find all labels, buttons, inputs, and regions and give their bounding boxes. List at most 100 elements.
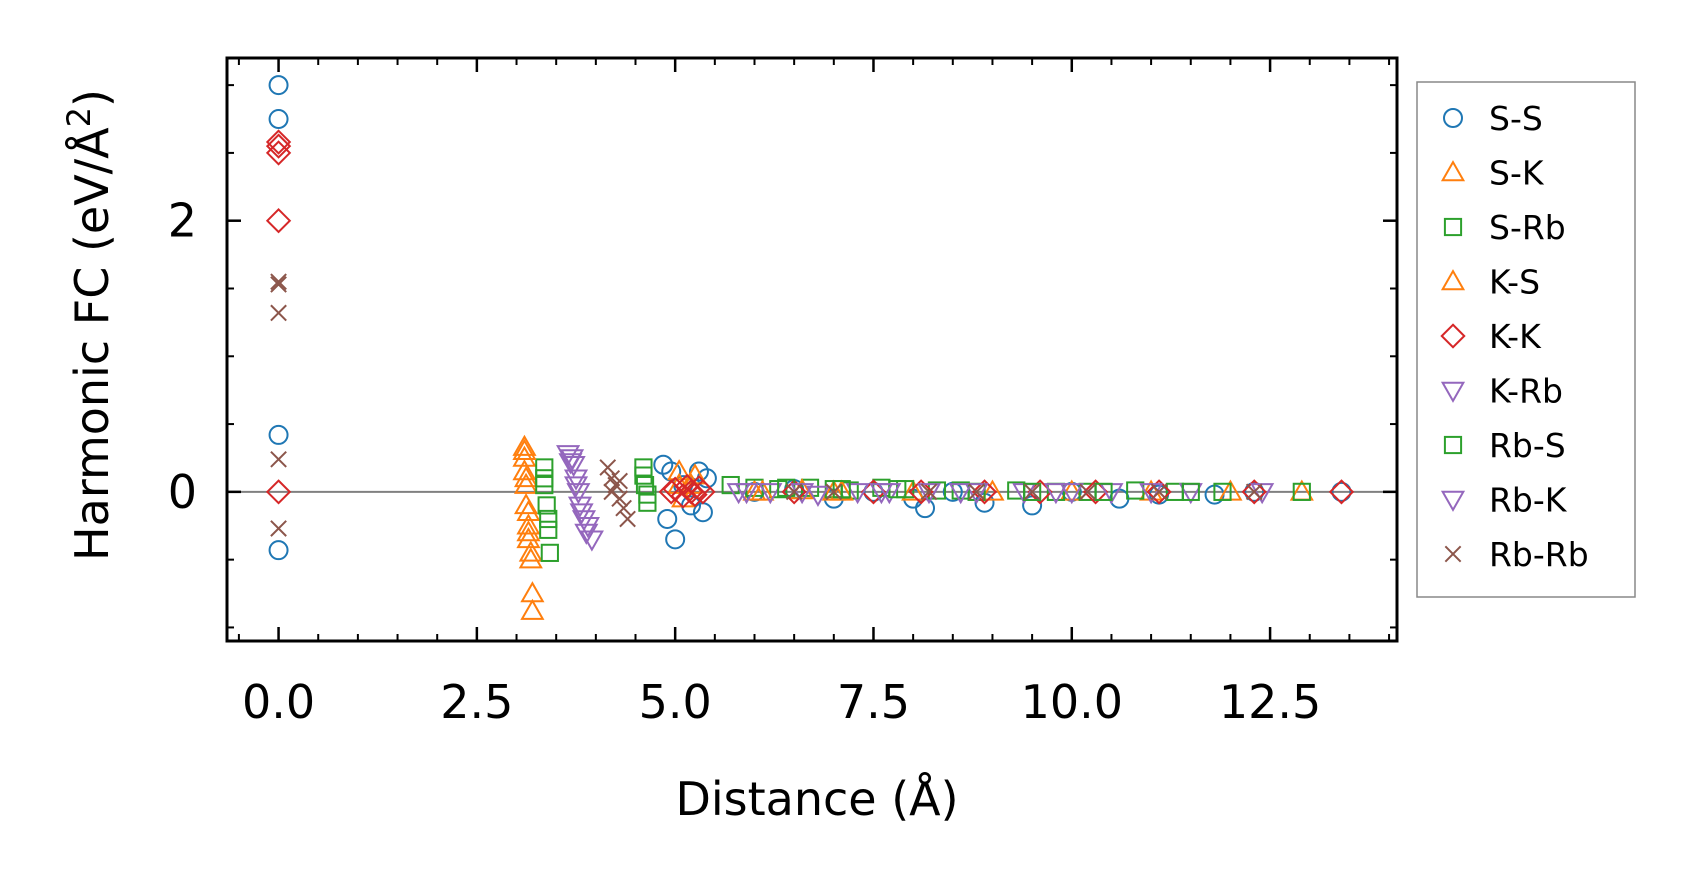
data-point <box>516 520 541 542</box>
data-point <box>829 479 854 501</box>
data-point <box>270 276 287 293</box>
data-point <box>270 304 287 322</box>
legend-label: Rb-Rb <box>1489 535 1589 574</box>
data-point <box>948 483 973 505</box>
data-point <box>512 434 537 456</box>
legend-marker <box>1440 160 1466 182</box>
data-point <box>1139 483 1164 505</box>
data-point <box>1146 479 1172 505</box>
data-point <box>845 483 870 505</box>
data-point <box>539 520 558 539</box>
data-point <box>599 459 617 476</box>
y-axis-label-main: Harmonic FC (eV/Å <box>65 127 119 561</box>
legend-items: S-S S-K S-Rb K-S K-K K-Rb Rb-S Rb-K Rb-Rb <box>1440 99 1589 574</box>
data-point <box>558 453 583 475</box>
data-point <box>1139 479 1164 501</box>
data-point <box>265 140 292 166</box>
x-tick-label: 2.5 <box>440 675 513 729</box>
data-point <box>908 479 934 505</box>
data-point <box>968 483 985 501</box>
data-point <box>665 529 686 550</box>
data-point <box>566 483 591 505</box>
data-point <box>1023 483 1041 501</box>
legend-entry: S-K <box>1440 154 1545 193</box>
tick-labels: 0.0 2.5 5.0 7.5 10.0 12.5 0 2 <box>168 194 1322 729</box>
data-point <box>268 109 289 130</box>
data-point <box>980 479 1005 501</box>
legend-entry: K-S <box>1440 263 1540 302</box>
legend-marker <box>1440 323 1466 349</box>
data-point <box>1023 482 1042 501</box>
y-axis-label-superscript: 2 <box>60 107 98 127</box>
data-points <box>265 75 1355 620</box>
data-point <box>1059 479 1084 501</box>
data-point <box>615 499 632 517</box>
data-point <box>901 479 926 501</box>
x-tick-label: 10.0 <box>1021 675 1123 729</box>
data-point <box>1181 482 1200 501</box>
data-point <box>516 499 541 521</box>
data-point <box>512 445 537 467</box>
legend-label: K-K <box>1489 317 1542 356</box>
legend-entry: Rb-S <box>1443 426 1566 465</box>
legend-marker <box>1444 545 1462 563</box>
y-tick-label: 2 <box>168 194 197 248</box>
data-point <box>1241 479 1267 505</box>
data-point <box>1328 479 1355 505</box>
legend-marker <box>1443 108 1463 128</box>
legend-label: Rb-K <box>1489 481 1568 520</box>
data-point <box>561 455 586 478</box>
y-tick-label: 0 <box>168 465 197 519</box>
data-point <box>575 516 600 539</box>
data-point <box>265 208 292 234</box>
data-point <box>518 540 543 562</box>
series-K-Rb <box>556 445 1275 552</box>
legend-label: S-K <box>1489 154 1545 193</box>
legend-entry: K-K <box>1440 317 1542 356</box>
data-point <box>657 508 678 529</box>
data-point <box>513 472 539 494</box>
plot-frame <box>225 56 1399 643</box>
legend-marker <box>1440 490 1466 512</box>
data-point <box>690 479 716 505</box>
data-point <box>750 479 775 501</box>
legend-label: K-S <box>1489 263 1540 302</box>
data-point <box>1250 483 1275 505</box>
data-point <box>268 424 289 445</box>
x-tick-label: 7.5 <box>837 675 910 729</box>
legend-label: Rb-S <box>1489 426 1566 465</box>
data-point <box>567 496 593 518</box>
data-point <box>1059 483 1084 505</box>
data-point <box>270 450 287 468</box>
data-point <box>638 485 657 504</box>
data-point <box>537 496 556 515</box>
legend-label: S-Rb <box>1489 208 1566 247</box>
legend-label: K-Rb <box>1489 372 1563 411</box>
data-point <box>574 523 599 545</box>
x-axis-label: Distance (Å) <box>675 772 958 826</box>
data-point <box>270 273 287 291</box>
legend-entry: S-S <box>1443 99 1543 138</box>
data-point <box>1331 481 1352 502</box>
data-point <box>268 540 289 561</box>
data-point <box>520 598 545 620</box>
data-point <box>832 480 851 499</box>
data-point <box>603 483 621 501</box>
data-point <box>667 459 692 481</box>
legend-marker <box>1443 217 1463 237</box>
series-Rb-Rb <box>270 273 1263 537</box>
data-point <box>916 483 942 505</box>
data-point <box>512 438 537 460</box>
data-point <box>758 483 783 505</box>
data-point <box>270 520 287 537</box>
x-tick-label: 12.5 <box>1219 675 1321 729</box>
data-point <box>1244 481 1265 502</box>
data-point <box>1043 483 1068 505</box>
data-point <box>539 509 558 529</box>
data-point <box>619 510 636 528</box>
data-point <box>635 475 655 495</box>
data-point <box>513 465 539 488</box>
legend-marker <box>1443 435 1463 455</box>
legend-entry: S-Rb <box>1443 208 1566 247</box>
